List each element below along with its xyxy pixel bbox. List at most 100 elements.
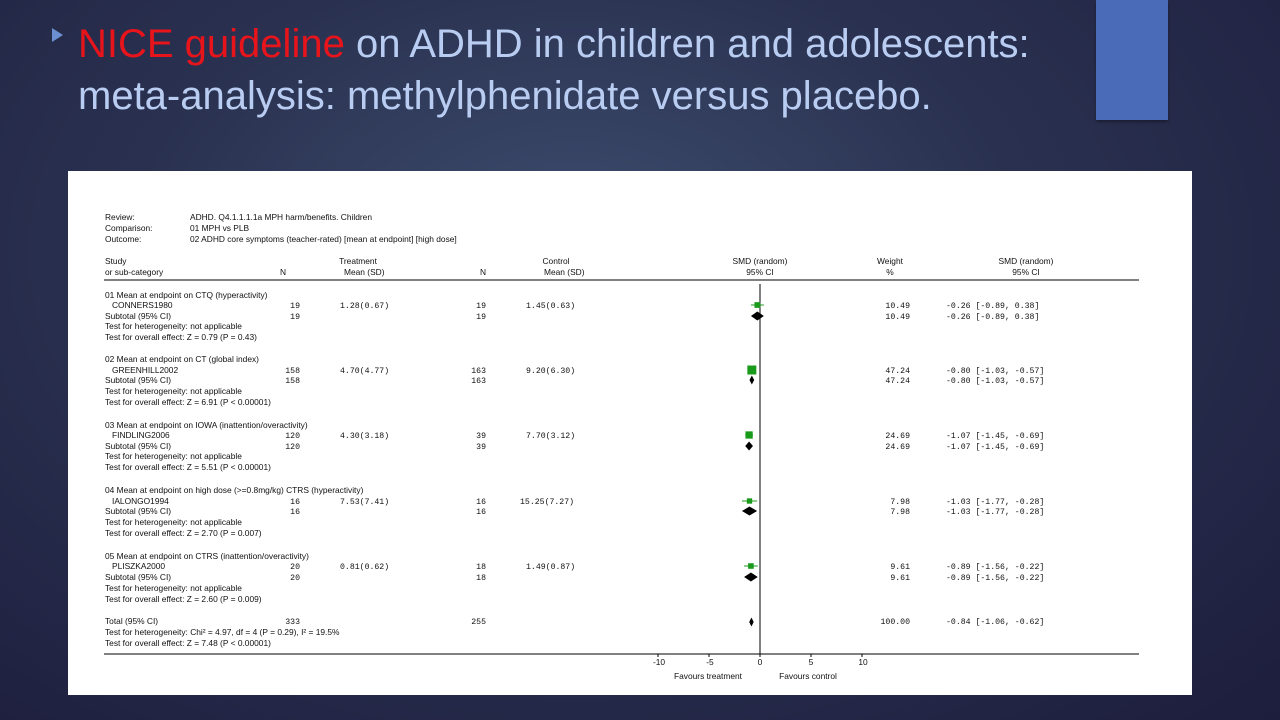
group-title: 04 Mean at endpoint on high dose (>=0.8m… — [105, 485, 364, 495]
forest-plot-panel: Review: ADHD. Q4.1.1.1.1a MPH harm/benef… — [68, 171, 1192, 695]
study-weight: 9.61 — [890, 563, 910, 572]
header-study: Study — [105, 256, 127, 266]
subtotal-weight: 47.24 — [885, 377, 910, 386]
header-n-control: N — [480, 267, 486, 277]
study-mean-treatment: 1.28(0.67) — [340, 301, 389, 311]
header-mean-sd-treatment: Mean (SD) — [344, 267, 385, 277]
header-treatment: Treatment — [339, 256, 378, 266]
subtotal-diamond — [749, 375, 755, 385]
study-marker — [754, 302, 761, 308]
header-subcategory: or sub-category — [105, 267, 164, 277]
subtotal-n-control: 16 — [476, 508, 486, 517]
slide-title: NICE guideline on ADHD in children and a… — [78, 18, 1088, 122]
subtotal-n-treatment: 120 — [285, 443, 300, 452]
study-ci: -1.07 [-1.45, -0.69] — [946, 431, 1044, 441]
subtotal-n-treatment: 20 — [290, 574, 300, 583]
overall-effect-test: Test for overall effect: Z = 0.79 (P = 0… — [105, 332, 257, 342]
total-n-treatment: 333 — [285, 618, 300, 627]
header-ci: 95% CI — [746, 267, 773, 277]
header-smd: SMD (random) — [733, 256, 788, 266]
plot-marks — [657, 302, 863, 657]
subtotal-label: Subtotal (95% CI) — [105, 311, 171, 321]
meta-value: 02 ADHD core symptoms (teacher-rated) [m… — [190, 234, 457, 244]
total-n-control: 255 — [471, 618, 486, 627]
subtotal-n-control: 163 — [471, 377, 486, 386]
meta-key: Review: — [105, 212, 135, 222]
study-ci: -0.89 [-1.56, -0.22] — [946, 562, 1044, 572]
axis-tick-label: 5 — [809, 657, 814, 667]
header-ci-right: 95% CI — [1012, 267, 1039, 277]
axis-tick-label: 0 — [758, 657, 763, 667]
study-mean-control: 1.45(0.63) — [526, 301, 575, 311]
favours-control-label: Favours control — [779, 671, 837, 681]
heterogeneity-test: Test for heterogeneity: not applicable — [105, 517, 242, 527]
group-title: 05 Mean at endpoint on CTRS (inattention… — [105, 551, 309, 561]
study-mean-control: 9.20(6.30) — [526, 366, 575, 376]
study-n-control: 39 — [476, 432, 486, 441]
forest-plot: Review: ADHD. Q4.1.1.1.1a MPH harm/benef… — [104, 212, 1139, 681]
study-mean-treatment: 4.70(4.77) — [340, 366, 389, 376]
study-name: FINDLING2006 — [112, 430, 170, 440]
meta-value: ADHD. Q4.1.1.1.1a MPH harm/benefits. Chi… — [190, 212, 372, 222]
subtotal-weight: 10.49 — [885, 313, 910, 322]
total-label: Total (95% CI) — [105, 616, 158, 626]
study-name: PLISZKA2000 — [112, 561, 165, 571]
axis-tick-label: -10 — [653, 657, 665, 667]
axis-tick-label: -5 — [706, 657, 714, 667]
subtotal-ci: -0.26 [-0.89, 0.38] — [946, 312, 1039, 322]
subtotal-ci: -0.80 [-1.03, -0.57] — [946, 376, 1044, 386]
study-mean-control: 7.70(3.12) — [526, 431, 575, 441]
study-name: CONNERS1980 — [112, 300, 173, 310]
header-n-treatment: N — [280, 267, 286, 277]
header-control: Control — [543, 256, 570, 266]
subtotal-n-control: 39 — [476, 443, 486, 452]
axis-tick-label: 10 — [858, 657, 868, 667]
group-title: 02 Mean at endpoint on CT (global index) — [105, 354, 259, 364]
accent-bar — [1096, 0, 1168, 120]
subtotal-ci: -0.89 [-1.56, -0.22] — [946, 573, 1044, 583]
overall-effect-test: Test for overall effect: Z = 6.91 (P < 0… — [105, 397, 271, 407]
heterogeneity-test: Test for heterogeneity: not applicable — [105, 386, 242, 396]
study-weight: 24.69 — [885, 432, 910, 441]
subtotal-weight: 9.61 — [890, 574, 910, 583]
total-heterogeneity: Test for heterogeneity: Chi² = 4.97, df … — [105, 627, 340, 637]
overall-effect-test: Test for overall effect: Z = 2.70 (P = 0… — [105, 528, 262, 538]
title-highlight: NICE guideline — [78, 22, 345, 66]
study-weight: 10.49 — [885, 302, 910, 311]
subtotal-n-treatment: 19 — [290, 313, 300, 322]
meta-value: 01 MPH vs PLB — [190, 223, 250, 233]
study-marker — [745, 431, 753, 439]
study-mean-treatment: 7.53(7.41) — [340, 497, 389, 507]
subtotal-ci: -1.07 [-1.45, -0.69] — [946, 442, 1044, 452]
study-n-treatment: 158 — [285, 367, 300, 376]
study-ci: -0.26 [-0.89, 0.38] — [946, 301, 1039, 311]
study-n-control: 16 — [476, 498, 486, 507]
study-mean-treatment: 4.30(3.18) — [340, 431, 389, 441]
subtotal-weight: 7.98 — [890, 508, 910, 517]
study-weight: 7.98 — [890, 498, 910, 507]
total-weight: 100.00 — [881, 618, 911, 627]
heterogeneity-test: Test for heterogeneity: not applicable — [105, 451, 242, 461]
total-overall-effect: Test for overall effect: Z = 7.48 (P < 0… — [105, 638, 271, 648]
subtotal-diamond — [744, 572, 758, 582]
group-title: 01 Mean at endpoint on CTQ (hyperactivit… — [105, 290, 268, 300]
header-smd-right: SMD (random) — [999, 256, 1054, 266]
study-mean-treatment: 0.81(0.62) — [340, 562, 389, 572]
study-mean-control: 15.25(7.27) — [520, 497, 574, 507]
subtotal-diamond — [750, 311, 764, 321]
study-weight: 47.24 — [885, 367, 910, 376]
subtotal-label: Subtotal (95% CI) — [105, 506, 171, 516]
total-diamond — [749, 617, 754, 627]
subtotal-label: Subtotal (95% CI) — [105, 441, 171, 451]
study-n-treatment: 20 — [290, 563, 300, 572]
subtotal-n-control: 18 — [476, 574, 486, 583]
subtotal-label: Subtotal (95% CI) — [105, 572, 171, 582]
overall-effect-test: Test for overall effect: Z = 2.60 (P = 0… — [105, 594, 262, 604]
header-percent: % — [886, 267, 894, 277]
study-name: GREENHILL2002 — [112, 365, 178, 375]
heterogeneity-test: Test for heterogeneity: not applicable — [105, 583, 242, 593]
overall-effect-test: Test for overall effect: Z = 5.51 (P < 0… — [105, 462, 271, 472]
study-n-control: 18 — [476, 563, 486, 572]
study-marker — [746, 498, 753, 504]
group-title: 03 Mean at endpoint on IOWA (inattention… — [105, 420, 308, 430]
